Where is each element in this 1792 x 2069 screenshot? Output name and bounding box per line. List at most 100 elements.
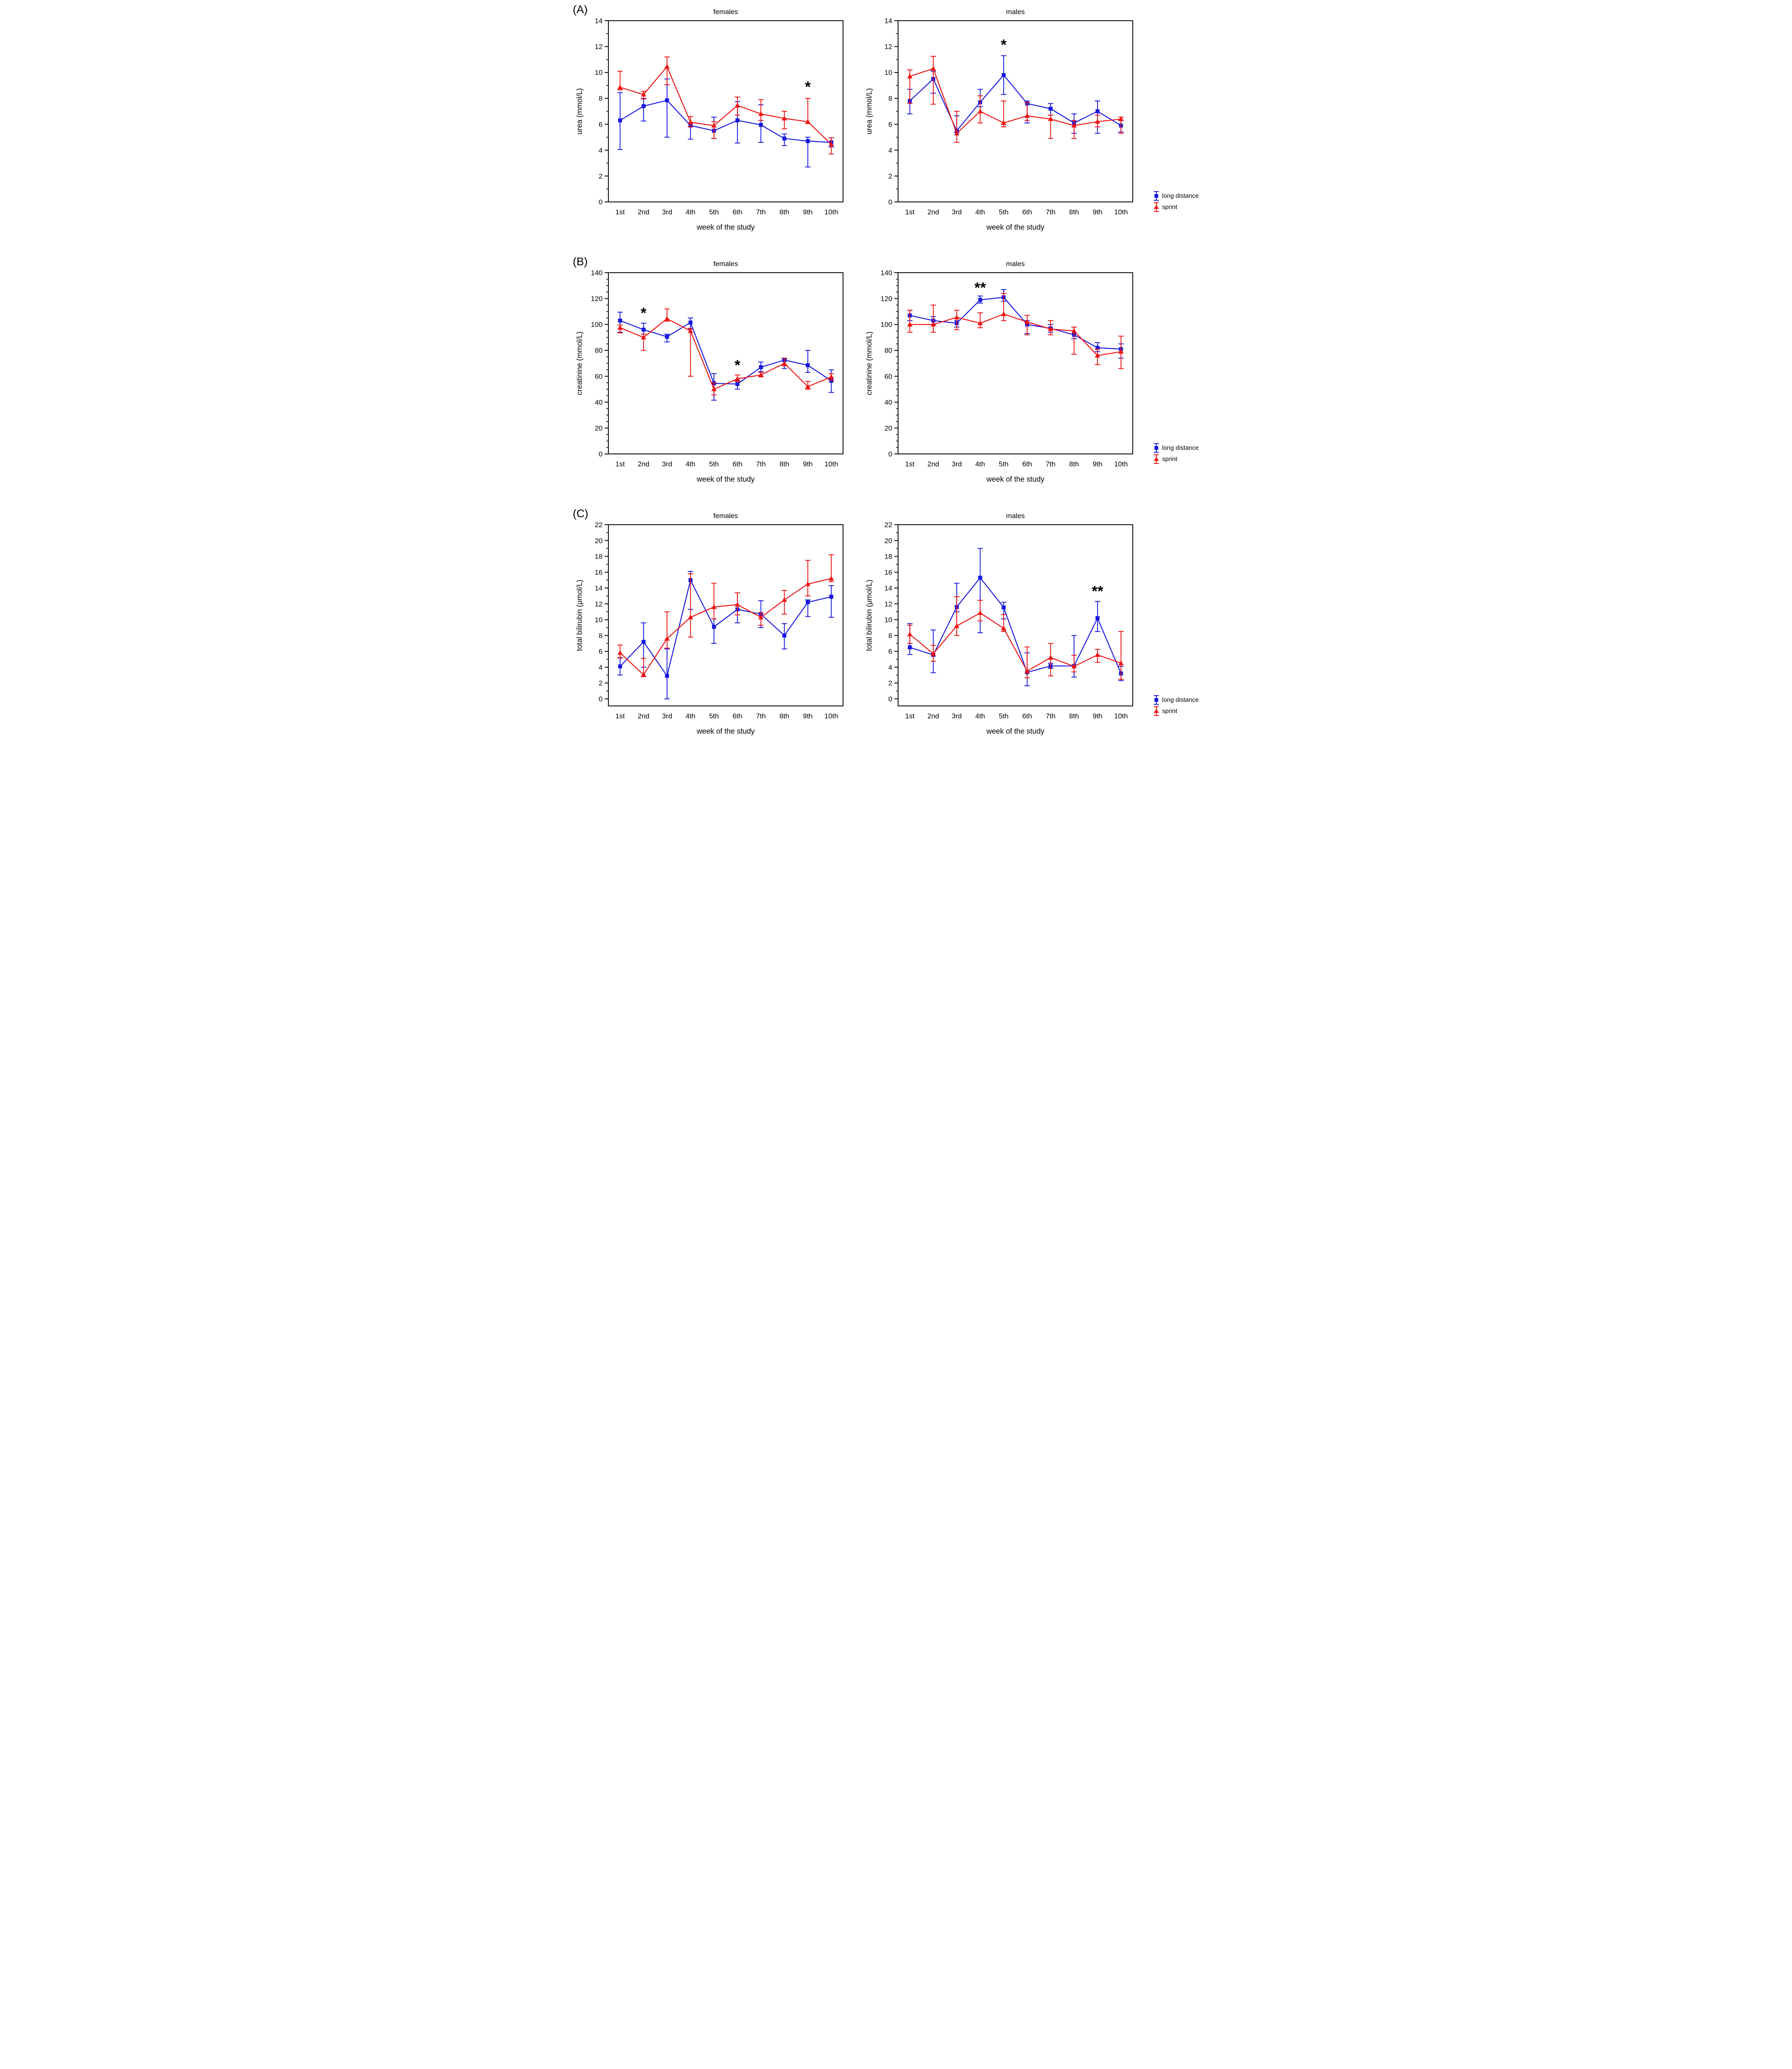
legend-item-label: long distance <box>1162 192 1199 199</box>
svg-text:140: 140 <box>591 269 603 277</box>
plot-creatinine-females: 0 20 40 60 80 100 120 140 1st 2nd 3rd 4th 5th 6th 7th 8… <box>575 260 843 483</box>
svg-text:6: 6 <box>599 120 603 128</box>
svg-text:10th: 10th <box>824 712 838 720</box>
panel-label-b: (B) <box>573 255 588 268</box>
svg-text:3rd: 3rd <box>662 208 672 216</box>
svg-text:2: 2 <box>889 679 892 687</box>
svg-text:0: 0 <box>889 450 892 458</box>
svg-text:3rd: 3rd <box>662 460 672 468</box>
cell-bilirubin-males: 0 2 4 6 8 10 12 14 16 18 20 22 1st 2nd 3rd 4th 5th 6th 7th… <box>862 507 1220 741</box>
svg-text:6th: 6th <box>733 208 742 216</box>
svg-text:6: 6 <box>889 120 892 128</box>
chart-total-bilirubin-females: 0 2 4 6 8 10 12 14 16 18 20 22 1st 2nd 3rd 4th 5th 6th 7th… <box>572 507 862 741</box>
svg-text:urea (mmol/L): urea (mmol/L) <box>575 88 584 134</box>
svg-text:12: 12 <box>884 600 892 608</box>
svg-text:9th: 9th <box>803 208 813 216</box>
svg-text:0: 0 <box>599 450 603 458</box>
svg-text:creatinine (mmol/L): creatinine (mmol/L) <box>575 331 584 395</box>
svg-text:9th: 9th <box>1093 712 1103 720</box>
svg-text:4th: 4th <box>975 712 985 720</box>
svg-text:week of the study: week of the study <box>696 727 754 735</box>
svg-text:0: 0 <box>889 198 892 206</box>
svg-text:40: 40 <box>595 398 603 406</box>
legend-item-label: long distance <box>1162 444 1199 451</box>
svg-text:5th: 5th <box>999 712 1009 720</box>
svg-text:10th: 10th <box>824 208 838 216</box>
svg-text:14: 14 <box>884 584 892 592</box>
svg-text:4: 4 <box>599 663 603 671</box>
chart-total-bilirubin-males: 0 2 4 6 8 10 12 14 16 18 20 22 1st 2nd 3rd 4th 5th 6th 7th… <box>862 507 1220 741</box>
svg-text:4th: 4th <box>686 208 696 216</box>
svg-text:1st: 1st <box>905 208 915 216</box>
svg-text:14: 14 <box>595 17 603 25</box>
cell-urea-females: 0 2 4 6 8 10 12 14 1st 2nd 3rd 4th 5th 6th 7th 8th 9th 10… <box>572 3 862 237</box>
chart-creatinine-females: 0 20 40 60 80 100 120 140 1st 2nd 3rd 4th 5th 6th 7th 8… <box>572 255 862 489</box>
svg-text:9th: 9th <box>803 712 813 720</box>
legend: long distance sprint <box>1152 694 1218 717</box>
long-distance-legend-icon <box>1154 191 1159 201</box>
svg-text:week of the study: week of the study <box>986 475 1044 483</box>
svg-text:8th: 8th <box>1069 208 1079 216</box>
svg-text:22: 22 <box>595 521 603 529</box>
cell-creatinine-females: 0 20 40 60 80 100 120 140 1st 2nd 3rd 4th 5th 6th 7th 8… <box>572 255 862 489</box>
svg-text:4: 4 <box>599 146 603 154</box>
svg-text:120: 120 <box>591 295 603 303</box>
svg-text:4: 4 <box>889 146 892 154</box>
svg-text:10: 10 <box>884 69 892 77</box>
svg-text:8: 8 <box>599 632 603 640</box>
svg-text:14: 14 <box>595 584 603 592</box>
svg-text:10: 10 <box>595 69 603 77</box>
svg-text:0: 0 <box>889 695 892 703</box>
svg-text:week of the study: week of the study <box>986 727 1044 735</box>
svg-text:1st: 1st <box>615 712 625 720</box>
svg-text:20: 20 <box>884 424 892 432</box>
svg-text:4th: 4th <box>686 460 696 468</box>
svg-text:7th: 7th <box>756 712 766 720</box>
panel-row-b: (B) 0 20 40 60 80 100 120 140 1st 2nd 3rd 4th 5th 6th… <box>572 255 1220 489</box>
svg-text:6: 6 <box>599 648 603 655</box>
svg-text:week of the study: week of the study <box>696 223 754 231</box>
svg-text:9th: 9th <box>803 460 813 468</box>
plot-urea-males: 0 2 4 6 8 10 12 14 1st 2nd 3rd 4th 5th 6th 7th 8th 9th 10… <box>865 8 1133 231</box>
svg-text:10th: 10th <box>1114 460 1128 468</box>
cell-creatinine-males: 0 20 40 60 80 100 120 140 1st 2nd 3rd 4th 5th 6th 7th 8… <box>862 255 1220 489</box>
legend-item-long-distance: long distance <box>1152 190 1218 202</box>
svg-text:8th: 8th <box>779 712 789 720</box>
svg-text:0: 0 <box>599 695 603 703</box>
svg-text:males: males <box>1006 260 1025 268</box>
svg-text:9th: 9th <box>1093 460 1103 468</box>
legend-item-long-distance: long distance <box>1152 442 1218 454</box>
svg-text:10th: 10th <box>1114 208 1128 216</box>
svg-text:6th: 6th <box>1022 208 1032 216</box>
svg-text:12: 12 <box>595 600 603 608</box>
svg-text:5th: 5th <box>709 712 719 720</box>
svg-text:6th: 6th <box>733 712 742 720</box>
svg-text:4th: 4th <box>975 208 985 216</box>
svg-text:8: 8 <box>889 95 892 103</box>
svg-text:6th: 6th <box>1022 712 1032 720</box>
chart-urea-males: 0 2 4 6 8 10 12 14 1st 2nd 3rd 4th 5th 6th 7th 8th 9th 10… <box>862 3 1220 237</box>
svg-text:2: 2 <box>599 679 603 687</box>
svg-text:4th: 4th <box>975 460 985 468</box>
figure-root: (A) 0 2 4 6 8 10 12 14 1st 2nd 3rd 4th 5th 6th 7th 8th 9… <box>572 3 1220 741</box>
svg-text:20: 20 <box>595 424 603 432</box>
sprint-legend-icon <box>1154 454 1159 464</box>
svg-text:2nd: 2nd <box>638 208 649 216</box>
significance-asterisk: * <box>1001 36 1006 53</box>
svg-text:1st: 1st <box>615 460 625 468</box>
svg-text:3rd: 3rd <box>662 712 672 720</box>
svg-text:2nd: 2nd <box>638 712 649 720</box>
svg-text:12: 12 <box>595 43 603 51</box>
svg-text:5th: 5th <box>709 460 719 468</box>
svg-text:20: 20 <box>884 537 892 545</box>
svg-text:22: 22 <box>884 521 892 529</box>
svg-text:80: 80 <box>884 347 892 355</box>
legend-item-sprint: sprint <box>1152 706 1218 717</box>
svg-text:2nd: 2nd <box>927 712 939 720</box>
svg-text:12: 12 <box>884 43 892 51</box>
svg-text:16: 16 <box>884 569 892 576</box>
svg-text:7th: 7th <box>756 208 766 216</box>
svg-text:140: 140 <box>881 269 892 277</box>
panel-label-c: (C) <box>573 507 589 520</box>
svg-text:week of the study: week of the study <box>986 223 1044 231</box>
